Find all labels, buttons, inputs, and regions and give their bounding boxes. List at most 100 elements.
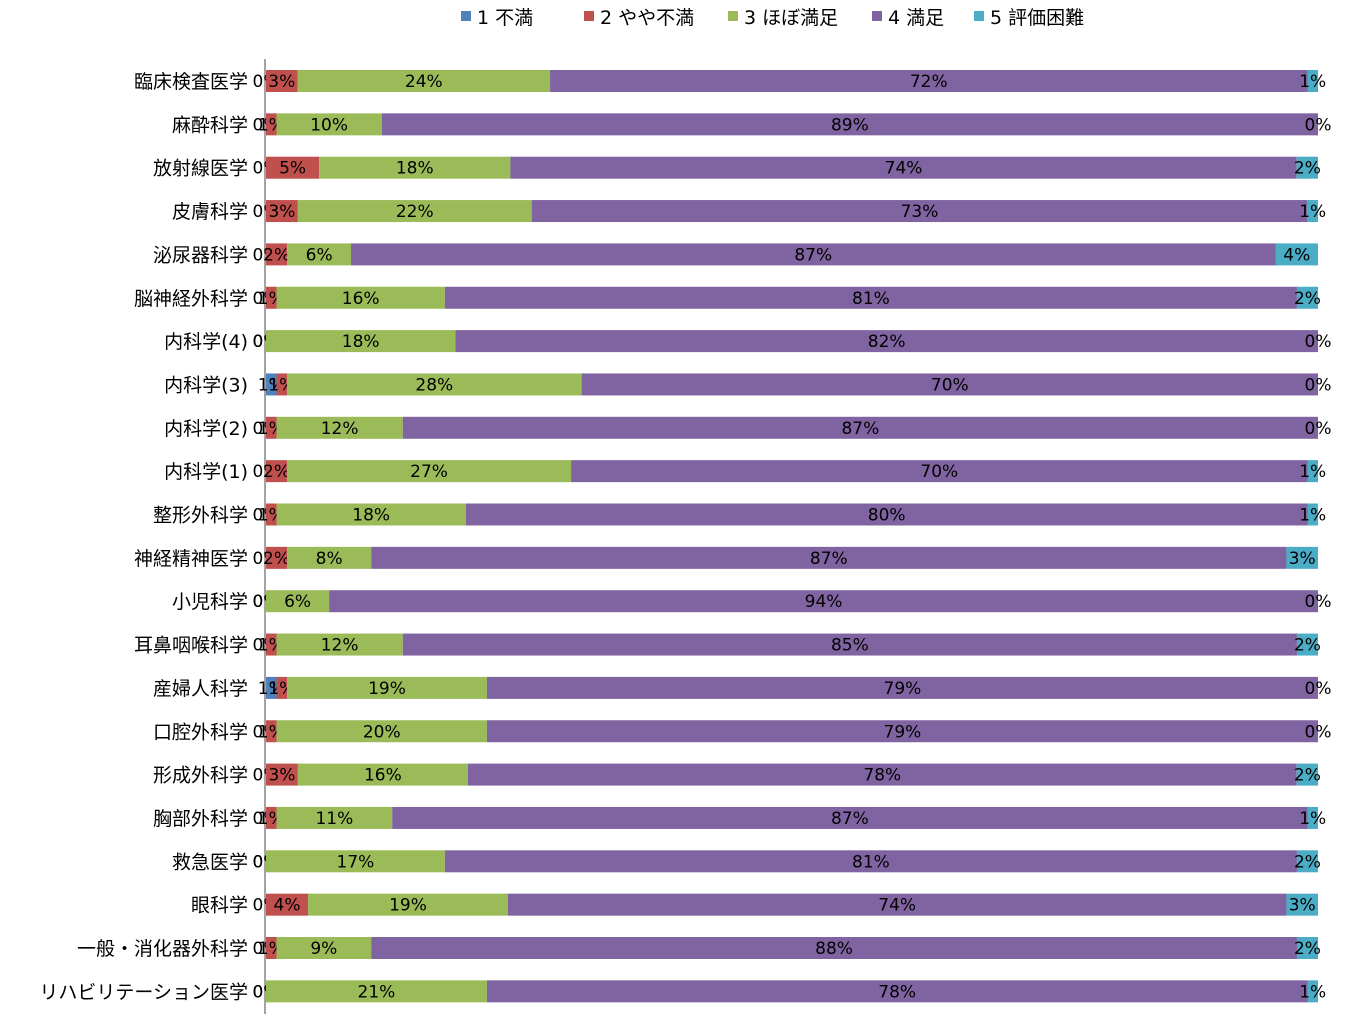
bar-segment: [550, 70, 1308, 92]
bar-segment: [1296, 763, 1318, 786]
data-label: 74%: [885, 159, 923, 179]
data-label: 0%: [1305, 679, 1332, 699]
data-label: 0%: [1305, 115, 1332, 135]
bar-segment: [266, 156, 320, 179]
bar-segment: [371, 937, 1297, 959]
bar-segment: [486, 980, 1308, 1003]
legend-swatch: [728, 11, 738, 21]
data-label: 18%: [342, 332, 380, 352]
data-label: 18%: [396, 159, 434, 179]
bar-segment: [319, 156, 511, 179]
bar-segment: [287, 546, 372, 569]
legend-swatch: [584, 11, 594, 21]
data-label: 0%: [1305, 419, 1332, 439]
category-label: 産婦人科学: [153, 678, 248, 700]
bar-segment: [486, 720, 1318, 743]
data-label: 87%: [841, 419, 879, 439]
bar-segment: [571, 460, 1308, 483]
bar-segment: [266, 243, 288, 266]
category-label: リハビリテーション医学: [39, 981, 248, 1003]
data-label: 4%: [274, 896, 301, 916]
legend-label: 2 やや不満: [600, 7, 694, 29]
data-label: 88%: [815, 939, 853, 959]
data-label: 79%: [884, 679, 922, 699]
data-label: 6%: [306, 245, 333, 265]
category-label: 内科学(1): [164, 461, 248, 483]
bar-segment: [444, 286, 1297, 309]
bar-segment: [266, 330, 456, 353]
bar-segment: [371, 546, 1287, 569]
data-label: 78%: [878, 982, 916, 1002]
bar-segment: [444, 850, 1297, 873]
data-label: 2%: [263, 549, 290, 569]
bar-segment: [266, 70, 298, 92]
bar-segment: [1307, 980, 1318, 1003]
data-label: 1%: [1299, 72, 1326, 92]
data-label: 1%: [1299, 202, 1326, 222]
bar-segment: [287, 460, 572, 483]
bar-segment: [276, 633, 403, 656]
data-label: 12%: [321, 636, 359, 656]
data-label: 3%: [268, 202, 295, 222]
data-label: 12%: [321, 419, 359, 439]
data-label: 73%: [901, 202, 939, 222]
bar-segment: [1275, 243, 1318, 266]
bar-segment: [297, 763, 468, 786]
category-label: 放射線医学: [153, 158, 248, 180]
bar-segment: [266, 850, 445, 873]
data-label: 2%: [1294, 852, 1321, 872]
plot-area: 0% 3% 24% 72% 1% 0% 1% 10% 89% 0% 0% 5% 18% 74% 2% 0% 3%…: [253, 70, 1332, 1003]
bar-segment: [266, 893, 309, 916]
bar-segment: [266, 980, 487, 1003]
data-label: 2%: [1294, 636, 1321, 656]
data-label: 70%: [920, 462, 958, 482]
bar-segment: [266, 676, 277, 699]
data-label: 0%: [1305, 722, 1332, 742]
bar-segment: [1296, 286, 1318, 309]
bar-segment: [266, 546, 288, 569]
category-label: 耳鼻咽喉科学: [134, 635, 248, 657]
data-label: 72%: [910, 72, 948, 92]
bar-segment: [287, 243, 352, 266]
bar-segment: [1307, 460, 1318, 483]
data-label: 81%: [852, 289, 890, 309]
bar-segment: [510, 156, 1297, 179]
legend-swatch: [872, 11, 882, 21]
data-label: 89%: [831, 115, 869, 135]
legend-label: 3 ほぼ満足: [744, 7, 838, 29]
data-label: 82%: [868, 332, 906, 352]
bar-segment: [351, 243, 1276, 266]
data-label: 3%: [1289, 549, 1316, 569]
category-label: 神経精神医学: [134, 548, 248, 570]
bar-segment: [329, 590, 1318, 613]
bar-segment: [467, 763, 1297, 786]
bar-segment: [402, 633, 1297, 656]
data-label: 1%: [1299, 506, 1326, 526]
bar-segment: [1296, 850, 1318, 873]
bar-segment: [581, 373, 1318, 396]
data-label: 85%: [831, 636, 869, 656]
data-label: 87%: [810, 549, 848, 569]
data-label: 8%: [316, 549, 343, 569]
bar-segment: [276, 286, 445, 309]
bar-segment: [1296, 937, 1318, 959]
category-label: 形成外科学: [153, 765, 248, 787]
category-label: 皮膚科学: [172, 201, 248, 223]
bar-segment: [1307, 806, 1318, 829]
category-label: 眼科学: [191, 895, 248, 917]
bar-segment: [455, 330, 1318, 353]
bar-segment: [297, 70, 551, 92]
legend-swatch: [974, 11, 984, 21]
category-label: 小児科学: [172, 591, 248, 613]
bar-segment: [266, 460, 288, 483]
bar-segment: [276, 720, 487, 743]
bar-segment: [266, 590, 330, 613]
data-label: 74%: [878, 896, 916, 916]
data-label: 10%: [310, 115, 348, 135]
bar-segment: [276, 676, 288, 699]
bar-segment: [392, 806, 1308, 829]
data-label: 2%: [1294, 289, 1321, 309]
bar-segment: [1286, 546, 1318, 569]
